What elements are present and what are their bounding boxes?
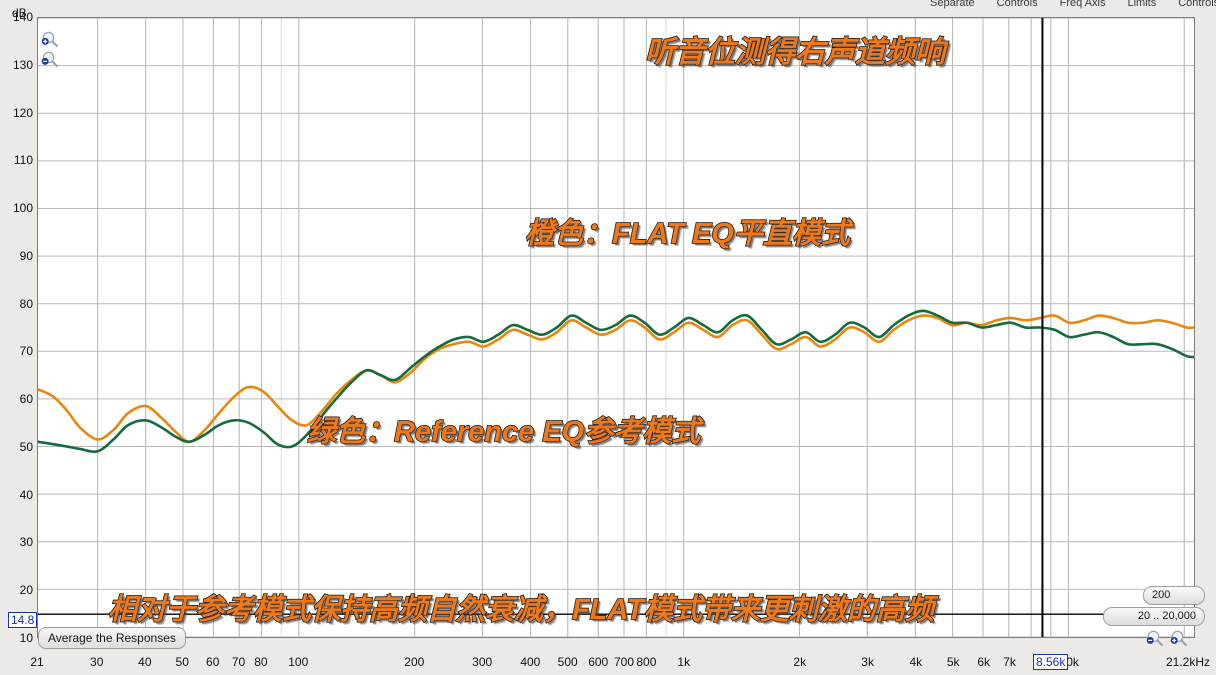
y-axis-tick-130: 130 bbox=[12, 57, 33, 72]
magnifier-plus-icon-bottom[interactable] bbox=[1169, 629, 1189, 649]
x-axis-tick-800: 800 bbox=[636, 655, 657, 669]
x-axis-tick-80: 80 bbox=[254, 655, 268, 669]
x-axis-tick-500: 500 bbox=[557, 655, 578, 669]
series-line-green-reference-eq bbox=[38, 309, 1194, 454]
x-axis-tick-100: 100 bbox=[288, 655, 309, 669]
x-axis-tick-40: 40 bbox=[138, 655, 152, 669]
y-axis-unit-label: dB bbox=[12, 6, 27, 20]
y-axis-tick-120: 120 bbox=[12, 105, 33, 120]
y-axis-tick-100: 100 bbox=[12, 201, 33, 216]
x-axis-tick-3k: 3k bbox=[861, 655, 874, 669]
y-axis-tick-80: 80 bbox=[19, 296, 33, 311]
magnifier-plus-icon[interactable] bbox=[40, 30, 60, 50]
x-axis-tick-21: 21 bbox=[30, 655, 44, 669]
y-axis-tick-90: 90 bbox=[19, 248, 33, 263]
limit-top-button[interactable]: 200 bbox=[1143, 586, 1205, 605]
x-axis-tick-300: 300 bbox=[472, 655, 493, 669]
toolbar-item-separate[interactable]: Separate bbox=[930, 0, 975, 9]
x-axis-end-label: 21.2kHz bbox=[1165, 655, 1210, 669]
x-axis-tick-600: 600 bbox=[588, 655, 609, 669]
limit-range-button[interactable]: 20 .. 20,000 bbox=[1103, 607, 1205, 626]
y-axis-tick-20: 20 bbox=[19, 583, 33, 598]
x-axis-tick-7k: 7k bbox=[1003, 655, 1016, 669]
frequency-response-chart bbox=[38, 18, 1194, 637]
x-axis-tick-70: 70 bbox=[231, 655, 246, 669]
magnifier-minus-icon-bottom[interactable] bbox=[1145, 629, 1165, 649]
average-responses-button[interactable]: Average the Responses bbox=[38, 627, 186, 649]
x-axis-tick-2k: 2k bbox=[793, 655, 807, 669]
toolbar-item-limits[interactable]: Limits bbox=[1127, 0, 1157, 9]
x-cursor-readout: 8.56k bbox=[1033, 654, 1069, 670]
y-axis-tick-10: 10 bbox=[19, 631, 33, 645]
graph-toolbar: Separate Controls Freq Axis Limits Contr… bbox=[930, 0, 1216, 11]
x-axis-tick-50: 50 bbox=[175, 655, 189, 669]
y-axis-tick-70: 70 bbox=[19, 344, 33, 359]
x-axis-tick-200: 200 bbox=[404, 655, 425, 669]
x-axis-tick-5k: 5k bbox=[946, 655, 960, 669]
y-axis-tick-30: 30 bbox=[19, 535, 33, 550]
toolbar-item-freq-axis[interactable]: Freq Axis bbox=[1059, 0, 1106, 9]
x-axis-tick-4k: 4k bbox=[909, 655, 923, 669]
toolbar-item-controls-2[interactable]: Controls bbox=[1178, 0, 1216, 9]
series-line-orange-flat-eq bbox=[38, 314, 1194, 444]
y-axis-tick-110: 110 bbox=[13, 153, 33, 168]
x-axis-tick-30: 30 bbox=[90, 655, 104, 669]
x-axis-tick-1k: 1k bbox=[677, 655, 691, 669]
y-axis-tick-40: 40 bbox=[19, 487, 33, 502]
y-axis-tick-60: 60 bbox=[19, 392, 33, 407]
x-axis-tick-700: 700 bbox=[614, 655, 635, 669]
y-axis-tick-50: 50 bbox=[19, 439, 33, 454]
toolbar-item-controls-1[interactable]: Controls bbox=[996, 0, 1038, 9]
spl-plot-area[interactable] bbox=[37, 17, 1195, 638]
x-axis-tick-60: 60 bbox=[206, 655, 220, 669]
x-axis-tick-6k: 6k bbox=[977, 655, 991, 669]
magnifier-minus-icon[interactable] bbox=[40, 50, 60, 70]
y-cursor-readout: 14.8 bbox=[8, 612, 38, 628]
y-axis-tick-140: 140 bbox=[12, 10, 33, 24]
x-axis-tick-400: 400 bbox=[520, 655, 541, 669]
